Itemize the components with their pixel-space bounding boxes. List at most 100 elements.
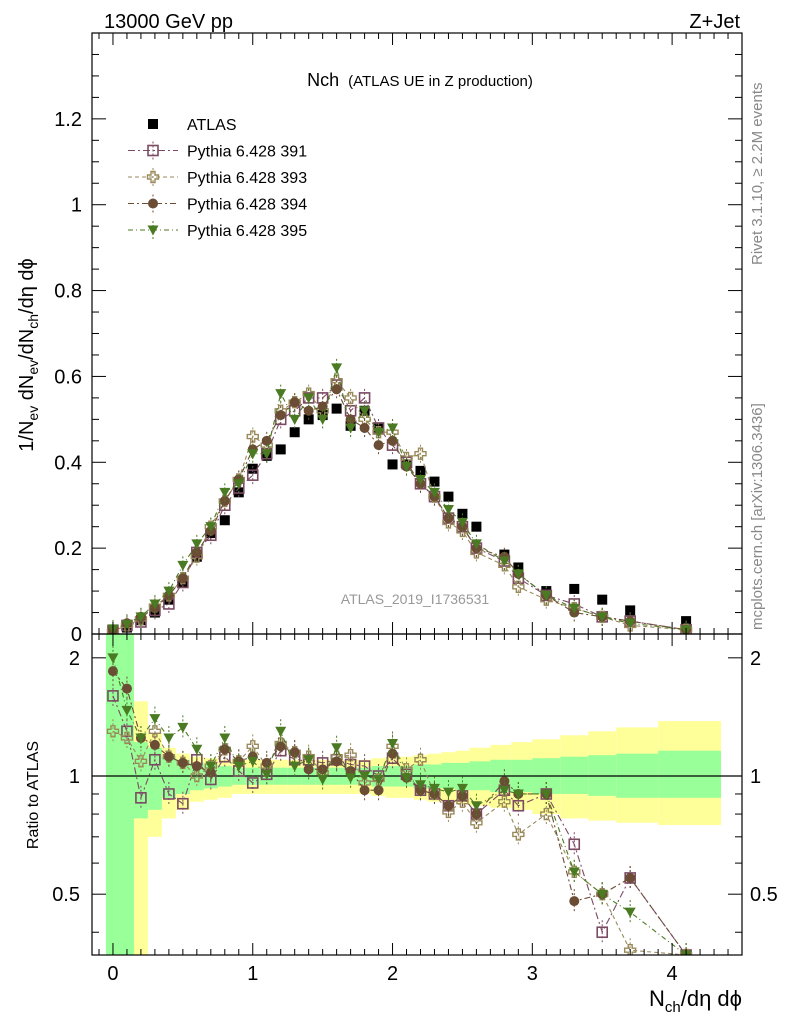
y-tick-label: 0.8 [54,281,82,303]
ratio-point [191,761,202,772]
data-point [289,414,301,425]
ratio-point [596,889,608,900]
ratio-series-2 [107,659,692,955]
ratio-point [289,761,301,772]
main-ylabel: 1/Nev dNev/dNch/dη dϕ [16,258,41,451]
ratio-point [470,816,483,829]
legend-label: Pythia 6.428 395 [187,223,307,240]
data-point [219,487,231,498]
ratio-point [261,769,273,780]
ratio-point [190,769,204,783]
ratio-point [120,731,134,745]
ylabel-sub: ev [25,406,41,421]
data-point [233,479,245,490]
data-point [456,517,468,528]
ratio-point [456,783,468,794]
green-band-segment [175,759,190,794]
data-point [246,469,259,481]
ratio-point [163,751,174,762]
ratio-line [112,657,687,955]
data-point [247,449,259,460]
ylabel-part: /dN [16,329,38,360]
data-point [387,423,399,434]
ylabel-sub: ch [25,314,41,329]
data-point [331,384,342,395]
ratio-point [401,773,413,784]
ratio-tick-label: 2 [69,648,80,670]
ratio-series-3 [107,645,692,955]
ratio-point [331,756,342,767]
ratio-point [247,756,259,767]
svg-text:Nch (ATLAS UE in Z produ: Nch (ATLAS UE in Z production) [307,70,533,90]
ratio-point [387,739,399,750]
ratio-point [149,714,161,725]
ratio-point [134,755,148,768]
data-point [470,539,482,550]
ratio-point [246,777,259,789]
data-point [373,427,385,438]
legend-marker [146,170,160,184]
data-point [275,444,286,455]
data-point [149,599,161,610]
data-point [275,389,287,400]
data-point [317,401,328,412]
ratio-point [205,761,217,772]
ylabel-part: dN [16,375,38,406]
ratio-point [331,743,343,754]
data-point [569,583,580,594]
series-line [112,379,687,632]
y-tick-label: 0.4 [54,452,82,474]
ratio-point [246,740,259,753]
data-point [373,440,384,451]
axes: 0 1 2 3 4 0 0.2 0.4 0.6 0.8 1 1.2 0.5 0.5 1 1 2 2 [52,32,778,985]
ratio-point [457,790,468,801]
ratio-point [205,767,216,778]
legend: ATLAS Pythia 6.428 391 Pythia 6.428 393 Pyt… [128,117,307,240]
ratio-point [344,748,357,762]
ratio-point [177,722,189,733]
data-point [303,393,315,404]
data-point [429,476,440,487]
ratio-point [373,774,385,785]
analysis-watermark: ATLAS_2019_I1736531 [341,591,490,607]
green-band-segment [161,756,176,798]
data-point [387,435,398,446]
ratio-point [177,757,188,768]
ratio-point [177,797,189,810]
ratio-point [569,896,580,907]
data-point [177,573,188,584]
data-point [205,522,217,533]
ratio-tick-label-right: 0.5 [750,884,778,906]
ratio-point [442,787,454,798]
ratio-point [623,943,637,955]
data-point [317,414,329,425]
main-title: Nch (ATLAS UE in Z production) [307,70,533,90]
data-point [359,406,371,417]
main-title-text: Nch [307,70,339,90]
ratio-point [219,733,231,744]
ratio-point [568,867,580,878]
y-tick-label: 1.2 [54,109,82,131]
ratio-point [498,785,510,796]
ratio-point [359,785,370,796]
ratio-point [359,771,371,782]
ratio-line [112,670,687,955]
ratio-line [112,695,687,955]
ratio-frame [91,633,743,956]
xlabel-sub: ch [665,999,681,1016]
xlabel-base: N [649,986,665,1011]
legend-entry: Pythia 6.428 393 [128,168,307,187]
ratio-tick-label: 1 [69,766,80,788]
data-point [177,560,189,571]
legend-entry: Pythia 6.428 391 [128,141,307,161]
ratio-point [540,807,553,821]
ratio-point [191,744,203,755]
ratio-point [121,683,132,694]
ylabel-sub: ev [25,360,41,375]
data-point [219,515,230,526]
data-point [443,491,454,502]
data-point [247,463,258,474]
ratio-point [498,795,511,808]
x-tick-label: 3 [527,963,538,985]
ratio-point [275,741,286,752]
